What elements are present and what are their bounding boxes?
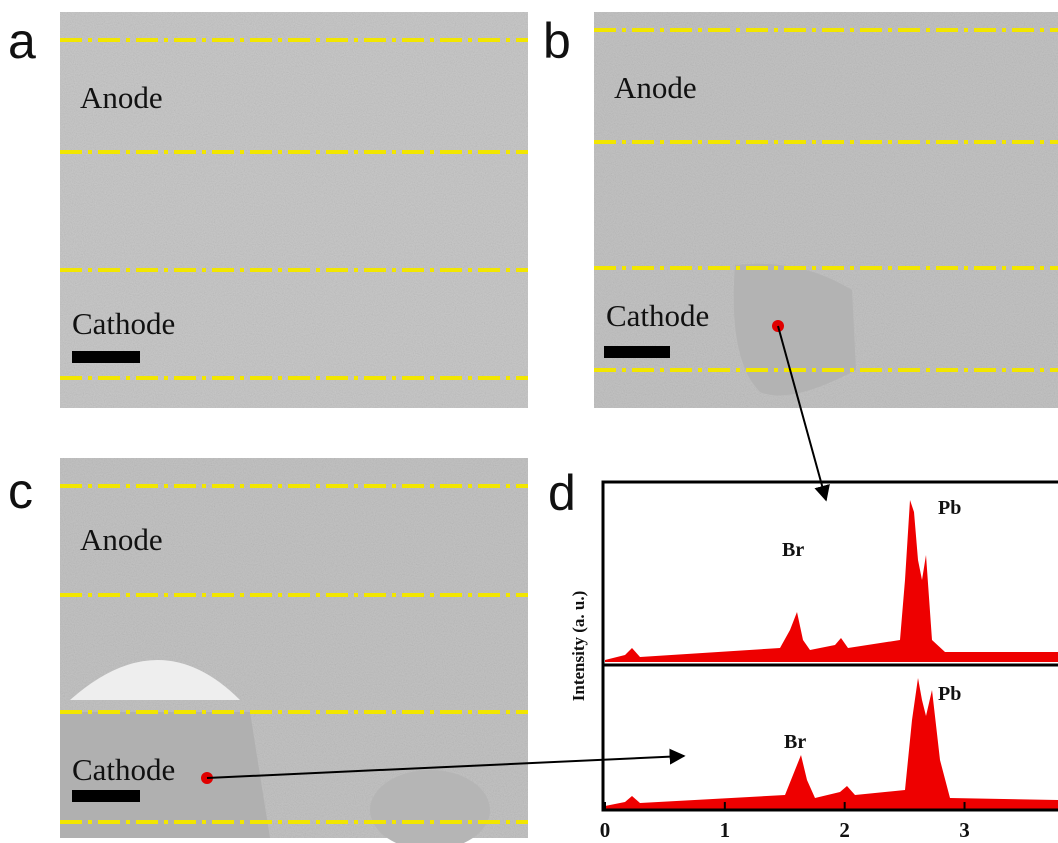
degraded-region (60, 712, 270, 838)
peak-label: Br (784, 731, 806, 753)
anode-label: Anode (80, 522, 163, 557)
bright-region (70, 660, 240, 700)
panel-label: c (8, 463, 33, 519)
plot-frame (601, 480, 1058, 812)
peak-label: Br (782, 539, 804, 561)
panel-a: a Anode Cathode (8, 12, 528, 408)
sem-image (60, 12, 528, 408)
panel-d: d Intensity (a. u.) Br Pb Br Pb 0 1 2 3 (548, 465, 1058, 842)
spectrum (605, 500, 1058, 662)
panel-b: b Anode Cathode (543, 12, 1058, 502)
scale-bar (72, 351, 140, 363)
arrow (777, 325, 830, 502)
x-tick-label: 0 (600, 818, 611, 842)
peak-label: Pb (938, 497, 961, 519)
peak-label: Pb (938, 683, 961, 705)
degraded-region (733, 263, 856, 396)
x-tick-label: 2 (839, 818, 850, 842)
scale-bar (604, 346, 670, 358)
scale-bar (72, 790, 140, 802)
x-tick-label: 1 (720, 818, 731, 842)
cathode-label: Cathode (72, 306, 175, 341)
spectrum (605, 678, 1058, 810)
panel-c: c Anode Cathode (8, 458, 686, 843)
panel-label: b (543, 13, 571, 69)
y-axis-label: Intensity (a. u.) (569, 591, 588, 702)
panel-label: a (8, 13, 36, 69)
cathode-label: Cathode (72, 752, 175, 787)
x-tick-label: 3 (959, 818, 970, 842)
anode-label: Anode (80, 80, 163, 115)
cathode-label: Cathode (606, 298, 709, 333)
panel-label: d (548, 465, 576, 521)
degraded-region (370, 770, 490, 843)
anode-label: Anode (614, 70, 697, 105)
